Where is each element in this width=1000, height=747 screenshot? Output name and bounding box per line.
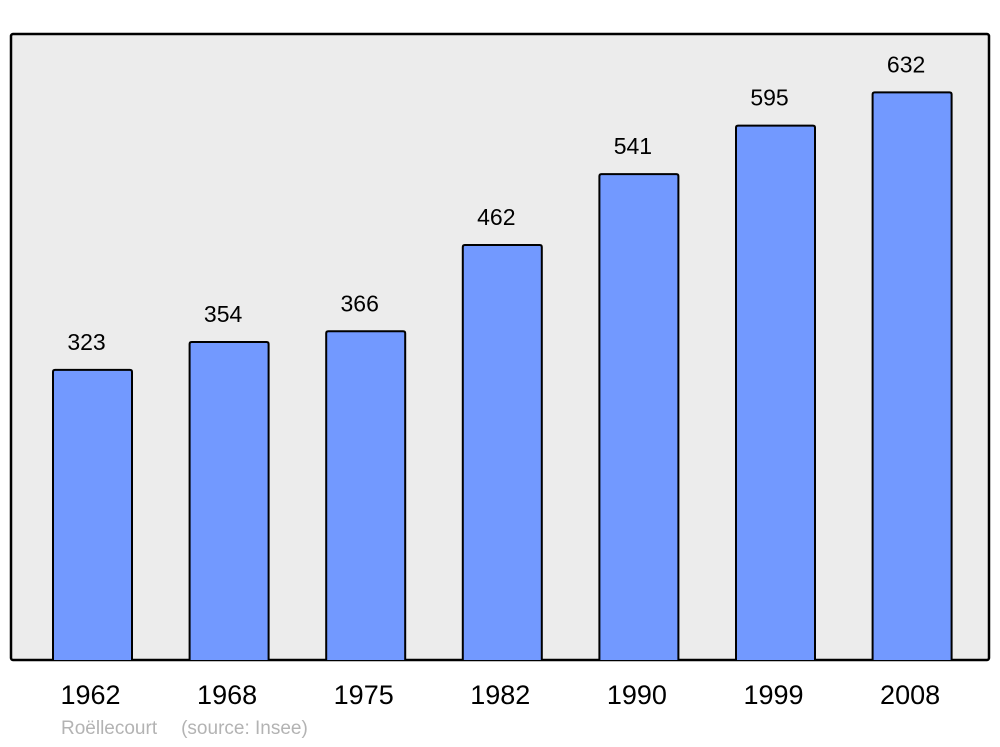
data-label: 354 <box>204 301 243 327</box>
data-label: 541 <box>614 133 652 159</box>
source-note: (source: Insee) <box>181 718 308 739</box>
x-tick-label: 1975 <box>334 680 394 710</box>
bar-1975 <box>325 330 407 660</box>
x-tick-label: 1962 <box>60 680 120 710</box>
bar-1990 <box>598 173 680 660</box>
place-name: Roëllecourt <box>61 718 158 739</box>
x-tick-label: 2008 <box>880 680 940 710</box>
data-label: 595 <box>750 85 788 111</box>
bar-2008 <box>871 91 953 660</box>
data-label: 323 <box>67 329 105 355</box>
data-label: 632 <box>887 51 925 77</box>
bar-1962 <box>52 368 133 660</box>
x-tick-label: 1999 <box>743 680 803 710</box>
bar-1999 <box>735 124 816 660</box>
x-tick-label: 1982 <box>470 680 530 710</box>
x-tick-label: 1990 <box>607 680 667 710</box>
data-label: 366 <box>341 290 379 316</box>
bar-1968 <box>188 341 270 660</box>
x-tick-label: 1968 <box>197 680 257 710</box>
data-label: 462 <box>477 204 515 230</box>
footer: Roëllecourt (source: Insee) <box>61 718 308 740</box>
bar-1982 <box>461 244 543 660</box>
